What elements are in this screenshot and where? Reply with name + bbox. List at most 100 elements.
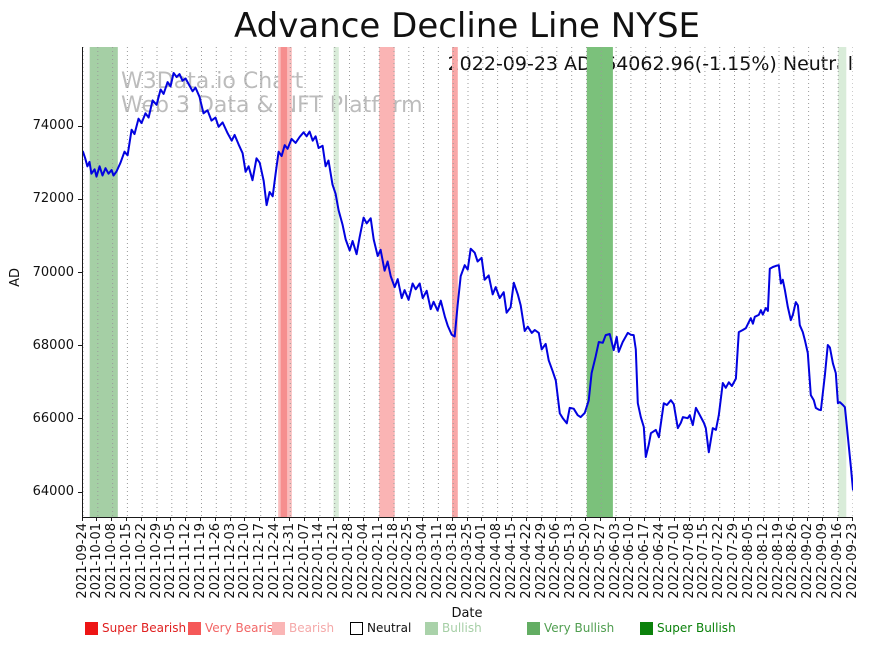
x-tick-label: 2022-05-13 — [563, 523, 579, 599]
sentiment-band-very-bullish — [586, 47, 613, 517]
x-tick-mark — [244, 517, 246, 521]
x-tick-label: 2022-04-22 — [518, 523, 534, 599]
x-tick-label: 2022-01-07 — [296, 523, 312, 599]
x-tick-label: 2022-04-08 — [489, 523, 505, 599]
legend-label: Bullish — [442, 621, 482, 635]
x-tick-label: 2022-02-04 — [355, 523, 371, 599]
x-axis-title: Date — [451, 606, 483, 621]
sentiment-band-very-bearish — [280, 47, 288, 517]
x-tick-label: 2022-06-17 — [637, 523, 653, 599]
y-tick-label: 64000 — [32, 484, 74, 500]
x-tick-label: 2022-08-12 — [755, 523, 771, 599]
x-tick-mark — [644, 517, 646, 521]
x-tick-mark — [481, 517, 483, 521]
x-tick-mark — [288, 517, 290, 521]
x-tick-label: 2022-09-16 — [829, 523, 845, 599]
x-tick-mark — [525, 517, 527, 521]
x-tick-mark — [318, 517, 320, 521]
x-tick-label: 2021-12-17 — [252, 523, 268, 599]
legend-swatch — [272, 621, 285, 635]
x-tick-label: 2021-11-05 — [163, 523, 179, 599]
x-tick-label: 2022-07-29 — [726, 523, 741, 599]
y-tick-mark — [78, 125, 82, 127]
legend-item-very-bearish: Very Bearish — [188, 621, 281, 635]
y-tick-mark — [78, 491, 82, 493]
y-tick-label: 66000 — [32, 410, 74, 426]
legend-label: Neutral — [367, 621, 412, 635]
plot-svg — [83, 47, 853, 517]
x-tick-mark — [570, 517, 572, 521]
x-tick-label: 2022-09-09 — [814, 523, 830, 599]
y-tick-mark — [78, 198, 82, 200]
x-tick-label: 2022-02-25 — [400, 523, 416, 599]
x-tick-label: 2022-03-18 — [444, 523, 460, 599]
x-tick-label: 2022-03-11 — [429, 523, 445, 599]
x-tick-label: 2022-07-22 — [711, 523, 727, 599]
x-tick-mark — [510, 517, 512, 521]
x-tick-mark — [718, 517, 720, 521]
x-tick-label: 2022-08-26 — [785, 523, 801, 599]
x-tick-mark — [851, 517, 853, 521]
sentiment-band-bearish — [452, 47, 458, 517]
x-tick-label: 2021-11-12 — [178, 523, 194, 599]
x-tick-label: 2021-10-08 — [104, 523, 120, 599]
x-tick-mark — [140, 517, 142, 521]
x-tick-mark — [229, 517, 231, 521]
x-tick-mark — [688, 517, 690, 521]
legend-swatch — [188, 621, 201, 635]
x-tick-label: 2022-06-03 — [607, 523, 623, 599]
legend-label: Super Bearish — [102, 621, 187, 635]
x-tick-mark — [125, 517, 127, 521]
x-tick-label: 2021-12-03 — [222, 523, 238, 599]
x-tick-label: 2021-11-26 — [207, 523, 223, 599]
x-tick-mark — [585, 517, 586, 521]
x-tick-label: 2021-12-31 — [281, 523, 297, 599]
x-tick-mark — [392, 517, 394, 521]
x-tick-mark — [821, 517, 823, 521]
x-tick-mark — [703, 517, 705, 521]
y-tick-mark — [78, 272, 82, 273]
y-tick-label: 68000 — [32, 337, 74, 353]
x-tick-mark — [155, 517, 157, 521]
x-tick-label: 2022-09-02 — [800, 523, 816, 599]
x-tick-label: 2021-10-22 — [133, 523, 149, 599]
y-tick-label: 70000 — [32, 264, 74, 280]
x-tick-label: 2021-10-01 — [89, 523, 105, 599]
x-tick-label: 2022-02-11 — [370, 523, 386, 599]
legend-item-super-bearish: Super Bearish — [85, 621, 186, 635]
x-tick-mark — [111, 517, 113, 521]
sentiment-band-bearish — [379, 47, 395, 517]
ad-line — [83, 72, 853, 491]
legend-swatch — [527, 621, 540, 635]
x-tick-label: 2022-04-01 — [474, 523, 490, 599]
x-tick-mark — [599, 517, 601, 521]
x-tick-mark — [96, 517, 98, 521]
x-tick-label: 2022-03-04 — [415, 523, 431, 599]
x-tick-label: 2022-05-27 — [592, 523, 608, 599]
watermark-line-2: Web 3 Data & NFT Platform — [121, 93, 423, 118]
x-tick-mark — [629, 517, 631, 521]
legend-swatch — [350, 621, 363, 635]
x-tick-label: 2022-03-25 — [459, 523, 475, 599]
x-tick-label: 2022-07-08 — [681, 523, 697, 599]
x-tick-label: 2022-07-15 — [696, 523, 712, 599]
x-tick-label: 2021-12-10 — [237, 523, 253, 599]
x-tick-mark — [259, 517, 261, 521]
x-tick-mark — [362, 517, 364, 521]
legend-label: Very Bullish — [544, 621, 615, 635]
x-tick-label: 2021-09-24 — [74, 523, 90, 599]
x-tick-mark — [733, 517, 734, 521]
x-tick-mark — [303, 517, 305, 521]
x-tick-mark — [348, 517, 349, 521]
y-axis-title: AD — [8, 268, 23, 287]
x-tick-mark — [747, 517, 749, 521]
x-tick-label: 2022-08-05 — [740, 523, 756, 599]
x-tick-label: 2021-10-15 — [118, 523, 134, 599]
legend-item-bearish: Bearish — [272, 621, 334, 635]
x-tick-mark — [274, 517, 275, 521]
legend-label: Bearish — [289, 621, 335, 635]
x-tick-label: 2022-09-23 — [844, 523, 860, 599]
legend-item-very-bullish: Very Bullish — [527, 621, 614, 635]
y-tick-label: 74000 — [32, 118, 74, 134]
